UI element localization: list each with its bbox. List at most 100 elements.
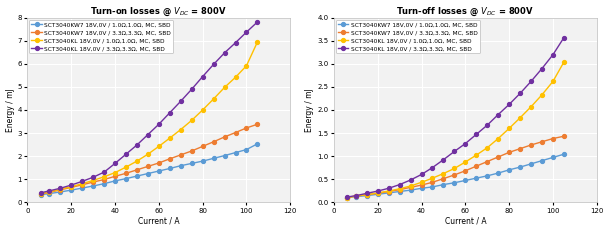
SCT3040KL 18V,0V / 1.0Ω,1.0Ω, MC, SBD [37, 192, 44, 195]
SCT3040KL 18V,0V / 1.0Ω,1.0Ω, MC, SBD [46, 191, 53, 193]
SCT3040KW7 18V,0V / 3.3Ω,3.3Ω, MC, SBD [374, 192, 381, 195]
Line: SCT3040KW7 18V,0V / 1.0Ω,1.0Ω, MC, SBD: SCT3040KW7 18V,0V / 1.0Ω,1.0Ω, MC, SBD [345, 152, 566, 199]
SCT3040KL 18V,0V / 3.3Ω,3.3Ω, MC, SBD [473, 133, 480, 136]
SCT3040KW7 18V,0V / 1.0Ω,1.0Ω, MC, SBD [407, 189, 414, 191]
SCT3040KL 18V,0V / 3.3Ω,3.3Ω, MC, SBD [177, 100, 185, 103]
X-axis label: Current / A: Current / A [138, 216, 180, 225]
SCT3040KW7 18V,0V / 1.0Ω,1.0Ω, MC, SBD [462, 179, 469, 182]
SCT3040KL 18V,0V / 1.0Ω,1.0Ω, MC, SBD [484, 146, 491, 149]
SCT3040KL 18V,0V / 1.0Ω,1.0Ω, MC, SBD [100, 175, 108, 178]
SCT3040KL 18V,0V / 1.0Ω,1.0Ω, MC, SBD [516, 116, 524, 119]
SCT3040KW7 18V,0V / 3.3Ω,3.3Ω, MC, SBD [429, 181, 436, 184]
SCT3040KW7 18V,0V / 3.3Ω,3.3Ω, MC, SBD [527, 144, 535, 146]
SCT3040KL 18V,0V / 3.3Ω,3.3Ω, MC, SBD [484, 124, 491, 127]
SCT3040KW7 18V,0V / 1.0Ω,1.0Ω, MC, SBD [46, 192, 53, 195]
SCT3040KW7 18V,0V / 1.0Ω,1.0Ω, MC, SBD [79, 187, 86, 189]
SCT3040KW7 18V,0V / 1.0Ω,1.0Ω, MC, SBD [122, 177, 130, 180]
SCT3040KW7 18V,0V / 3.3Ω,3.3Ω, MC, SBD [440, 177, 447, 180]
SCT3040KW7 18V,0V / 3.3Ω,3.3Ω, MC, SBD [549, 137, 557, 140]
SCT3040KL 18V,0V / 3.3Ω,3.3Ω, MC, SBD [199, 75, 206, 78]
SCT3040KL 18V,0V / 1.0Ω,1.0Ω, MC, SBD [57, 188, 64, 191]
SCT3040KL 18V,0V / 3.3Ω,3.3Ω, MC, SBD [232, 41, 239, 44]
SCT3040KW7 18V,0V / 3.3Ω,3.3Ω, MC, SBD [46, 191, 53, 194]
SCT3040KW7 18V,0V / 1.0Ω,1.0Ω, MC, SBD [254, 143, 261, 145]
Title: Turn-on losses @ $V_{DC}$ = 800V: Turn-on losses @ $V_{DC}$ = 800V [91, 6, 227, 18]
SCT3040KL 18V,0V / 1.0Ω,1.0Ω, MC, SBD [177, 128, 185, 131]
Legend: SCT3040KW7 18V,0V / 1.0Ω,1.0Ω, MC, SBD, SCT3040KW7 18V,0V / 3.3Ω,3.3Ω, MC, SBD, : SCT3040KW7 18V,0V / 1.0Ω,1.0Ω, MC, SBD, … [29, 20, 174, 53]
SCT3040KL 18V,0V / 3.3Ω,3.3Ω, MC, SBD [111, 162, 119, 165]
SCT3040KW7 18V,0V / 3.3Ω,3.3Ω, MC, SBD [210, 140, 217, 143]
SCT3040KW7 18V,0V / 3.3Ω,3.3Ω, MC, SBD [516, 147, 524, 150]
SCT3040KW7 18V,0V / 3.3Ω,3.3Ω, MC, SBD [560, 135, 568, 138]
SCT3040KL 18V,0V / 3.3Ω,3.3Ω, MC, SBD [79, 180, 86, 183]
SCT3040KW7 18V,0V / 3.3Ω,3.3Ω, MC, SBD [221, 136, 228, 138]
SCT3040KL 18V,0V / 3.3Ω,3.3Ω, MC, SBD [155, 123, 163, 126]
SCT3040KL 18V,0V / 1.0Ω,1.0Ω, MC, SBD [199, 109, 206, 111]
Line: SCT3040KL 18V,0V / 3.3Ω,3.3Ω, MC, SBD: SCT3040KL 18V,0V / 3.3Ω,3.3Ω, MC, SBD [345, 36, 566, 199]
SCT3040KL 18V,0V / 1.0Ω,1.0Ω, MC, SBD [144, 153, 152, 156]
SCT3040KW7 18V,0V / 3.3Ω,3.3Ω, MC, SBD [199, 145, 206, 148]
SCT3040KL 18V,0V / 3.3Ω,3.3Ω, MC, SBD [343, 196, 351, 198]
SCT3040KL 18V,0V / 3.3Ω,3.3Ω, MC, SBD [133, 144, 141, 146]
SCT3040KW7 18V,0V / 3.3Ω,3.3Ω, MC, SBD [254, 123, 261, 126]
SCT3040KL 18V,0V / 1.0Ω,1.0Ω, MC, SBD [210, 97, 217, 100]
SCT3040KW7 18V,0V / 1.0Ω,1.0Ω, MC, SBD [111, 179, 119, 182]
SCT3040KL 18V,0V / 3.3Ω,3.3Ω, MC, SBD [57, 187, 64, 190]
SCT3040KW7 18V,0V / 1.0Ω,1.0Ω, MC, SBD [155, 170, 163, 172]
SCT3040KW7 18V,0V / 1.0Ω,1.0Ω, MC, SBD [343, 196, 351, 199]
SCT3040KL 18V,0V / 1.0Ω,1.0Ω, MC, SBD [560, 61, 568, 64]
SCT3040KW7 18V,0V / 3.3Ω,3.3Ω, MC, SBD [363, 193, 370, 196]
SCT3040KL 18V,0V / 3.3Ω,3.3Ω, MC, SBD [451, 150, 458, 153]
SCT3040KL 18V,0V / 3.3Ω,3.3Ω, MC, SBD [122, 153, 130, 156]
SCT3040KL 18V,0V / 3.3Ω,3.3Ω, MC, SBD [462, 142, 469, 145]
SCT3040KL 18V,0V / 1.0Ω,1.0Ω, MC, SBD [221, 86, 228, 89]
SCT3040KL 18V,0V / 3.3Ω,3.3Ω, MC, SBD [527, 80, 535, 83]
SCT3040KW7 18V,0V / 3.3Ω,3.3Ω, MC, SBD [133, 168, 141, 171]
SCT3040KL 18V,0V / 3.3Ω,3.3Ω, MC, SBD [538, 67, 546, 70]
SCT3040KW7 18V,0V / 1.0Ω,1.0Ω, MC, SBD [363, 194, 370, 197]
SCT3040KW7 18V,0V / 3.3Ω,3.3Ω, MC, SBD [352, 195, 359, 198]
SCT3040KL 18V,0V / 3.3Ω,3.3Ω, MC, SBD [385, 187, 392, 190]
SCT3040KW7 18V,0V / 1.0Ω,1.0Ω, MC, SBD [538, 159, 546, 162]
SCT3040KL 18V,0V / 1.0Ω,1.0Ω, MC, SBD [549, 80, 557, 83]
SCT3040KL 18V,0V / 1.0Ω,1.0Ω, MC, SBD [407, 185, 414, 187]
SCT3040KW7 18V,0V / 3.3Ω,3.3Ω, MC, SBD [343, 196, 351, 199]
SCT3040KW7 18V,0V / 3.3Ω,3.3Ω, MC, SBD [155, 161, 163, 164]
SCT3040KW7 18V,0V / 3.3Ω,3.3Ω, MC, SBD [451, 173, 458, 176]
SCT3040KL 18V,0V / 1.0Ω,1.0Ω, MC, SBD [352, 195, 359, 198]
SCT3040KW7 18V,0V / 1.0Ω,1.0Ω, MC, SBD [243, 148, 250, 151]
SCT3040KL 18V,0V / 3.3Ω,3.3Ω, MC, SBD [254, 21, 261, 23]
SCT3040KW7 18V,0V / 3.3Ω,3.3Ω, MC, SBD [177, 154, 185, 156]
SCT3040KW7 18V,0V / 1.0Ω,1.0Ω, MC, SBD [527, 162, 535, 165]
SCT3040KW7 18V,0V / 3.3Ω,3.3Ω, MC, SBD [122, 172, 130, 175]
SCT3040KW7 18V,0V / 1.0Ω,1.0Ω, MC, SBD [549, 156, 557, 159]
X-axis label: Current / A: Current / A [445, 216, 486, 225]
SCT3040KW7 18V,0V / 3.3Ω,3.3Ω, MC, SBD [111, 175, 119, 178]
SCT3040KW7 18V,0V / 1.0Ω,1.0Ω, MC, SBD [451, 181, 458, 184]
SCT3040KW7 18V,0V / 1.0Ω,1.0Ω, MC, SBD [560, 153, 568, 156]
SCT3040KL 18V,0V / 3.3Ω,3.3Ω, MC, SBD [560, 36, 568, 39]
SCT3040KL 18V,0V / 1.0Ω,1.0Ω, MC, SBD [451, 167, 458, 170]
Line: SCT3040KL 18V,0V / 1.0Ω,1.0Ω, MC, SBD: SCT3040KL 18V,0V / 1.0Ω,1.0Ω, MC, SBD [38, 40, 259, 196]
Title: Turn-off losses @ $V_{DC}$ = 800V: Turn-off losses @ $V_{DC}$ = 800V [396, 6, 534, 18]
SCT3040KW7 18V,0V / 1.0Ω,1.0Ω, MC, SBD [221, 154, 228, 157]
SCT3040KL 18V,0V / 1.0Ω,1.0Ω, MC, SBD [462, 161, 469, 163]
SCT3040KL 18V,0V / 1.0Ω,1.0Ω, MC, SBD [90, 179, 97, 182]
SCT3040KL 18V,0V / 3.3Ω,3.3Ω, MC, SBD [37, 191, 44, 194]
Y-axis label: Energy / mJ: Energy / mJ [305, 88, 314, 132]
SCT3040KL 18V,0V / 1.0Ω,1.0Ω, MC, SBD [495, 137, 502, 140]
SCT3040KL 18V,0V / 1.0Ω,1.0Ω, MC, SBD [385, 190, 392, 192]
SCT3040KL 18V,0V / 3.3Ω,3.3Ω, MC, SBD [90, 176, 97, 179]
SCT3040KW7 18V,0V / 1.0Ω,1.0Ω, MC, SBD [473, 177, 480, 179]
SCT3040KW7 18V,0V / 1.0Ω,1.0Ω, MC, SBD [385, 191, 392, 194]
SCT3040KW7 18V,0V / 3.3Ω,3.3Ω, MC, SBD [462, 169, 469, 172]
SCT3040KL 18V,0V / 3.3Ω,3.3Ω, MC, SBD [495, 113, 502, 116]
SCT3040KW7 18V,0V / 3.3Ω,3.3Ω, MC, SBD [505, 151, 513, 154]
SCT3040KL 18V,0V / 1.0Ω,1.0Ω, MC, SBD [374, 191, 381, 194]
SCT3040KW7 18V,0V / 3.3Ω,3.3Ω, MC, SBD [68, 186, 75, 189]
SCT3040KW7 18V,0V / 1.0Ω,1.0Ω, MC, SBD [440, 183, 447, 186]
SCT3040KL 18V,0V / 3.3Ω,3.3Ω, MC, SBD [418, 173, 425, 176]
SCT3040KW7 18V,0V / 1.0Ω,1.0Ω, MC, SBD [210, 157, 217, 160]
SCT3040KW7 18V,0V / 1.0Ω,1.0Ω, MC, SBD [100, 182, 108, 185]
SCT3040KW7 18V,0V / 1.0Ω,1.0Ω, MC, SBD [133, 175, 141, 177]
